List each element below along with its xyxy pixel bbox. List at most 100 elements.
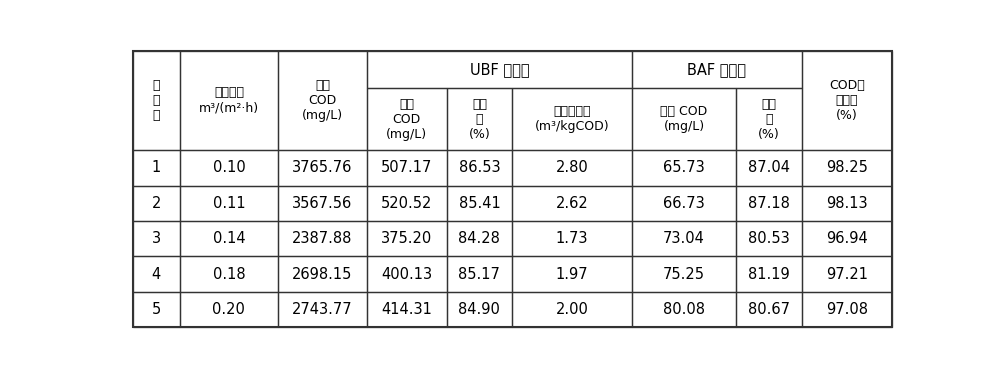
Text: 86.53: 86.53 xyxy=(459,160,500,175)
Bar xyxy=(512,186,632,221)
Text: 3: 3 xyxy=(152,231,161,246)
Bar xyxy=(133,186,180,221)
Text: 81.19: 81.19 xyxy=(748,267,790,282)
Bar xyxy=(133,221,180,256)
Bar xyxy=(802,50,892,150)
Bar xyxy=(447,89,512,150)
Bar xyxy=(180,186,278,221)
Bar xyxy=(736,89,802,150)
Text: 80.67: 80.67 xyxy=(748,302,790,317)
Text: 73.04: 73.04 xyxy=(663,231,705,246)
Text: 400.13: 400.13 xyxy=(381,267,432,282)
Bar xyxy=(367,292,447,327)
Bar xyxy=(512,292,632,327)
Bar xyxy=(180,292,278,327)
Text: 375.20: 375.20 xyxy=(381,231,432,246)
Text: 2.62: 2.62 xyxy=(556,196,588,211)
Bar xyxy=(133,50,180,150)
Text: 3765.76: 3765.76 xyxy=(292,160,353,175)
Text: 4: 4 xyxy=(152,267,161,282)
Bar xyxy=(632,89,736,150)
Bar xyxy=(632,150,736,186)
Text: 2743.77: 2743.77 xyxy=(292,302,353,317)
Bar xyxy=(278,221,367,256)
Bar xyxy=(180,221,278,256)
Text: 414.31: 414.31 xyxy=(381,302,432,317)
Bar xyxy=(180,256,278,292)
Bar xyxy=(367,50,632,89)
Text: 80.53: 80.53 xyxy=(748,231,790,246)
Bar xyxy=(512,89,632,150)
Text: 1.73: 1.73 xyxy=(556,231,588,246)
Text: 进水
COD
(mg/L): 进水 COD (mg/L) xyxy=(302,79,343,122)
Text: 87.18: 87.18 xyxy=(748,196,790,211)
Bar xyxy=(632,50,802,89)
Text: 96.94: 96.94 xyxy=(826,231,868,246)
Bar xyxy=(632,221,736,256)
Bar xyxy=(367,221,447,256)
Text: 80.08: 80.08 xyxy=(663,302,705,317)
Text: 98.13: 98.13 xyxy=(826,196,868,211)
Text: 去除
率
(%): 去除 率 (%) xyxy=(758,98,780,141)
Bar xyxy=(278,292,367,327)
Text: COD总
去除率
(%): COD总 去除率 (%) xyxy=(829,79,865,122)
Bar xyxy=(736,150,802,186)
Bar xyxy=(512,256,632,292)
Bar xyxy=(278,150,367,186)
Text: 出水
COD
(mg/L): 出水 COD (mg/L) xyxy=(386,98,427,141)
Bar xyxy=(367,150,447,186)
Bar xyxy=(632,256,736,292)
Bar xyxy=(447,256,512,292)
Bar xyxy=(512,221,632,256)
Text: UBF 反应器: UBF 反应器 xyxy=(470,62,529,77)
Text: 2698.15: 2698.15 xyxy=(292,267,353,282)
Bar xyxy=(447,221,512,256)
Text: 85.17: 85.17 xyxy=(458,267,500,282)
Bar xyxy=(512,150,632,186)
Bar xyxy=(180,150,278,186)
Bar xyxy=(447,186,512,221)
Bar xyxy=(802,256,892,292)
Bar xyxy=(736,292,802,327)
Text: 出水 COD
(mg/L): 出水 COD (mg/L) xyxy=(660,105,708,133)
Text: 实
施
例: 实 施 例 xyxy=(153,79,160,122)
Text: BAF 反应器: BAF 反应器 xyxy=(687,62,746,77)
Bar xyxy=(367,186,447,221)
Bar xyxy=(447,150,512,186)
Bar xyxy=(278,256,367,292)
Text: 87.04: 87.04 xyxy=(748,160,790,175)
Bar xyxy=(802,150,892,186)
Bar xyxy=(736,186,802,221)
Text: 75.25: 75.25 xyxy=(663,267,705,282)
Bar xyxy=(736,221,802,256)
Text: 1: 1 xyxy=(152,160,161,175)
Text: 0.11: 0.11 xyxy=(213,196,245,211)
Bar xyxy=(632,292,736,327)
Text: 0.14: 0.14 xyxy=(213,231,245,246)
Text: 3567.56: 3567.56 xyxy=(292,196,353,211)
Text: 85.41: 85.41 xyxy=(459,196,500,211)
Text: 1.97: 1.97 xyxy=(556,267,588,282)
Text: 2387.88: 2387.88 xyxy=(292,231,353,246)
Text: 0.20: 0.20 xyxy=(212,302,245,317)
Text: 97.21: 97.21 xyxy=(826,267,868,282)
Text: 5: 5 xyxy=(152,302,161,317)
Text: 0.18: 0.18 xyxy=(213,267,245,282)
Bar xyxy=(632,186,736,221)
Text: 84.90: 84.90 xyxy=(458,302,500,317)
Text: 沼气产生量
(m³/kgCOD): 沼气产生量 (m³/kgCOD) xyxy=(535,105,609,133)
Bar xyxy=(180,50,278,150)
Text: 97.08: 97.08 xyxy=(826,302,868,317)
Bar xyxy=(133,150,180,186)
Text: 65.73: 65.73 xyxy=(663,160,705,175)
Text: 98.25: 98.25 xyxy=(826,160,868,175)
Text: 2.80: 2.80 xyxy=(556,160,588,175)
Bar xyxy=(133,292,180,327)
Text: 2: 2 xyxy=(152,196,161,211)
Bar xyxy=(802,292,892,327)
Text: 66.73: 66.73 xyxy=(663,196,705,211)
Text: 84.28: 84.28 xyxy=(458,231,500,246)
Bar xyxy=(802,221,892,256)
Text: 520.52: 520.52 xyxy=(381,196,432,211)
Bar xyxy=(447,292,512,327)
